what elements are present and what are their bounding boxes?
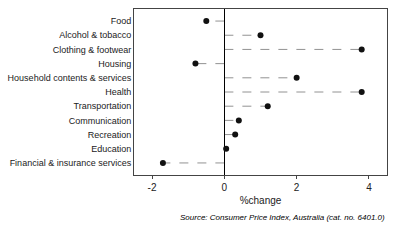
svg-text:Education: Education [91,144,131,154]
svg-text:-2: -2 [148,182,157,193]
svg-text:Food: Food [111,16,132,26]
svg-text:2: 2 [294,182,300,193]
svg-text:%change: %change [240,195,282,206]
svg-text:Alcohol & tobacco: Alcohol & tobacco [59,30,131,40]
svg-text:Housing: Housing [98,59,131,69]
svg-text:Household contents & services: Household contents & services [8,73,132,83]
svg-text:Communication: Communication [69,116,132,126]
svg-text:Source: Consumer Price Index,: Source: Consumer Price Index, Australia … [180,213,385,222]
svg-text:Financial & insurance services: Financial & insurance services [10,158,132,168]
svg-text:4: 4 [366,182,372,193]
svg-text:Health: Health [105,87,131,97]
svg-text:Recreation: Recreation [88,130,132,140]
svg-text:Transportation: Transportation [73,101,131,111]
svg-text:Clothing & footwear: Clothing & footwear [53,45,132,55]
svg-text:0: 0 [222,182,228,193]
